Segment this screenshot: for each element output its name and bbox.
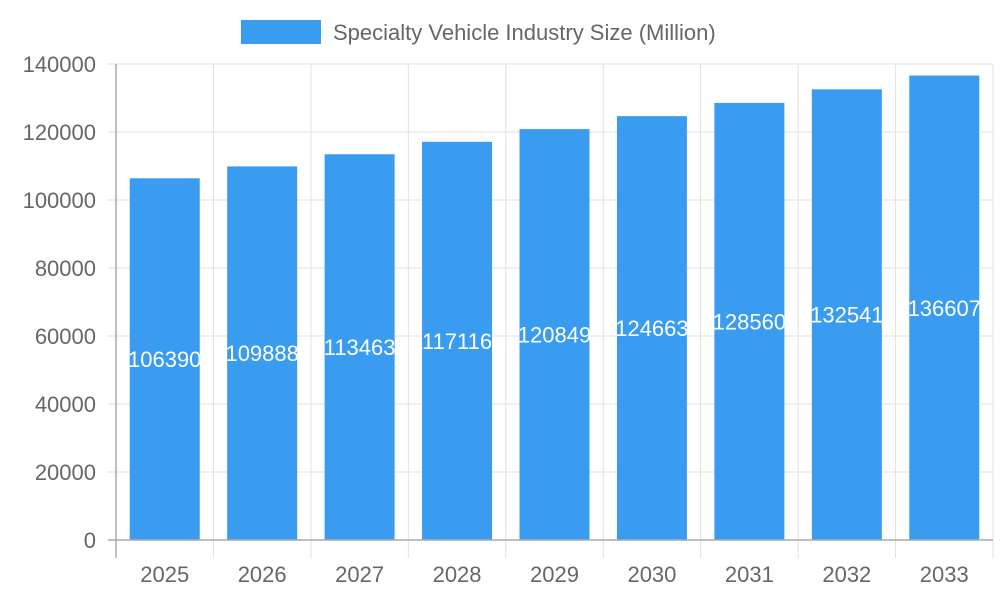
x-tick-label: 2029	[530, 562, 579, 587]
bar-2030	[616, 116, 687, 540]
bar-2029	[519, 129, 590, 540]
bars: 106390 109888 113463 117116 120849 124663 1285…	[128, 75, 981, 541]
x-tick-label: 2030	[627, 562, 676, 587]
x-tick-label: 2027	[335, 562, 384, 587]
x-tick-label: 2028	[433, 562, 482, 587]
y-tick-label: 140000	[23, 52, 96, 77]
y-tick-label: 120000	[23, 120, 96, 145]
data-label: 117116	[422, 329, 492, 354]
data-label: 113463	[324, 335, 396, 360]
y-tick-label: 60000	[35, 324, 96, 349]
bar-2031	[714, 102, 785, 541]
data-label: 124663	[615, 316, 688, 341]
bar-2025	[129, 178, 200, 541]
x-tick-label: 2031	[725, 562, 774, 587]
data-label: 128560	[713, 309, 786, 334]
x-tick-label: 2032	[822, 562, 871, 587]
legend-label: Specialty Vehicle Industry Size (Million…	[333, 20, 716, 45]
x-tick-label: 2026	[238, 562, 287, 587]
bar-2032	[811, 89, 882, 541]
data-label: 120849	[518, 323, 591, 348]
bar-2028	[422, 141, 493, 540]
y-tick-label: 0	[84, 528, 96, 553]
x-tick-label: 2033	[920, 562, 969, 587]
legend-swatch	[241, 20, 321, 44]
data-label: 132541	[810, 303, 883, 328]
data-label: 136607	[908, 296, 981, 321]
axes: 0 20000 40000 60000 80000 100000 120000 140000 2…	[23, 52, 993, 587]
bar-2033	[909, 75, 980, 541]
y-tick-label: 40000	[35, 392, 96, 417]
y-tick-label: 20000	[35, 460, 96, 485]
y-tick-label: 80000	[35, 256, 96, 281]
y-tick-label: 100000	[23, 188, 96, 213]
bar-2026	[227, 166, 298, 540]
bar-2027	[324, 154, 395, 540]
data-label: 109888	[225, 341, 298, 366]
data-label: 106390	[128, 347, 201, 372]
legend[interactable]: Specialty Vehicle Industry Size (Million…	[241, 20, 716, 45]
x-tick-label: 2025	[140, 562, 189, 587]
